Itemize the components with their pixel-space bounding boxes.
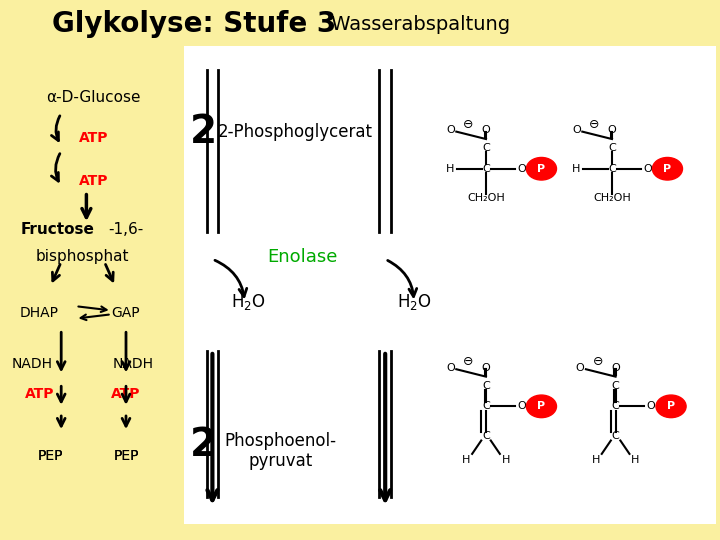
Text: bisphosphat: bisphosphat (36, 249, 130, 264)
Circle shape (526, 395, 557, 417)
Text: C: C (608, 143, 616, 153)
Text: O: O (575, 363, 585, 373)
Text: Fructose: Fructose (21, 222, 94, 237)
Circle shape (656, 395, 686, 417)
Text: ATP: ATP (112, 387, 140, 401)
Text: PEP: PEP (113, 449, 139, 463)
Text: Glykolyse: Stufe 3: Glykolyse: Stufe 3 (53, 10, 336, 38)
Text: P: P (663, 164, 672, 174)
Circle shape (652, 158, 683, 180)
Text: H: H (502, 455, 510, 465)
Text: O: O (647, 401, 656, 411)
Text: -1,6-: -1,6- (109, 222, 143, 237)
Text: α-D-Glucose: α-D-Glucose (46, 90, 141, 105)
Text: ⊖: ⊖ (463, 355, 474, 368)
Text: Phosphoenol-
pyruvat: Phosphoenol- pyruvat (225, 431, 337, 470)
Text: P: P (537, 401, 546, 411)
Text: CH₂OH: CH₂OH (593, 193, 631, 204)
Circle shape (526, 158, 557, 180)
Text: C: C (612, 401, 619, 411)
Text: ⊖: ⊖ (463, 118, 474, 131)
Text: 2: 2 (190, 113, 217, 151)
Text: H: H (592, 455, 600, 465)
Text: ⊖: ⊖ (593, 355, 603, 368)
Text: C: C (612, 381, 619, 390)
Text: C: C (482, 431, 490, 441)
Text: O: O (446, 125, 455, 135)
Text: P: P (537, 164, 546, 174)
Text: PEP: PEP (37, 449, 63, 463)
Text: GAP: GAP (112, 306, 140, 320)
Text: O: O (482, 363, 490, 373)
Text: ATP: ATP (79, 131, 108, 145)
Text: H: H (462, 455, 470, 465)
Text: ATP: ATP (79, 174, 108, 188)
Text: O: O (446, 363, 455, 373)
Text: H$_2$O: H$_2$O (231, 292, 266, 313)
Text: C: C (482, 381, 490, 390)
Text: ⊖: ⊖ (589, 118, 600, 131)
Text: NADH: NADH (12, 357, 53, 372)
Text: CH₂OH: CH₂OH (467, 193, 505, 204)
Text: O: O (572, 125, 581, 135)
Text: 2-Phosphoglycerat: 2-Phosphoglycerat (217, 123, 373, 141)
Text: PEP: PEP (113, 449, 139, 463)
Text: Wasserabspaltung: Wasserabspaltung (325, 15, 510, 34)
Text: O: O (611, 363, 620, 373)
Text: C: C (482, 401, 490, 411)
Text: O: O (608, 125, 616, 135)
Text: C: C (612, 431, 619, 441)
Text: O: O (643, 164, 652, 174)
Text: ATP: ATP (25, 387, 54, 401)
Text: H: H (631, 455, 639, 465)
Text: H$_2$O: H$_2$O (397, 292, 431, 313)
Text: O: O (517, 401, 526, 411)
Text: C: C (608, 164, 616, 174)
Text: H: H (446, 164, 454, 174)
Text: Enolase: Enolase (267, 247, 338, 266)
Text: 2: 2 (190, 427, 217, 464)
Text: O: O (482, 125, 490, 135)
FancyBboxPatch shape (184, 46, 716, 524)
Text: PEP: PEP (37, 449, 63, 463)
Text: O: O (517, 164, 526, 174)
Text: P: P (667, 401, 675, 411)
Text: C: C (482, 164, 490, 174)
Text: H: H (572, 164, 580, 174)
Text: C: C (482, 143, 490, 153)
Text: DHAP: DHAP (20, 306, 59, 320)
Text: NADH: NADH (113, 357, 153, 372)
